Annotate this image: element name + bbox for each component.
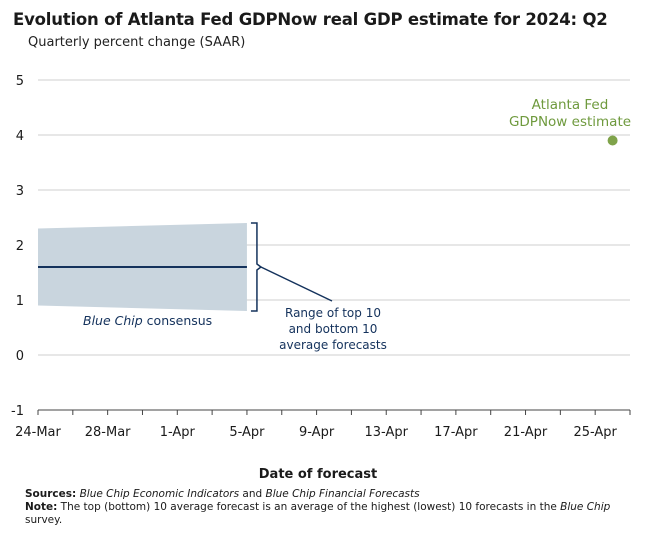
range-label-line3: average forecasts bbox=[279, 338, 387, 352]
y-tick-label-0: 0 bbox=[16, 349, 24, 364]
y-tick-label-1: 1 bbox=[16, 294, 24, 309]
range-pointer-line bbox=[260, 266, 333, 302]
y-tick-label--1: -1 bbox=[11, 404, 24, 419]
y-axis-ticks: -1 0 1 2 3 4 5 bbox=[11, 74, 24, 419]
x-axis-label: Date of forecast bbox=[259, 467, 377, 482]
x-tick-label-28-Mar: 28-Mar bbox=[85, 425, 131, 440]
note-italic: Blue Chip bbox=[560, 501, 611, 513]
x-tick-label-9-Apr: 9-Apr bbox=[299, 425, 335, 440]
y-tick-label-3: 3 bbox=[16, 184, 24, 199]
x-tick-label-24-Mar: 24-Mar bbox=[15, 425, 61, 440]
x-axis: 24-Mar 28-Mar 1-Apr 5-Apr 9-Apr 13-Apr 17-Apr 2… bbox=[15, 409, 631, 440]
range-label-line1: Range of top 10 bbox=[285, 306, 381, 320]
x-tick-label-17-Apr: 17-Apr bbox=[434, 425, 478, 440]
x-tick-label-25-Apr: 25-Apr bbox=[573, 425, 617, 440]
chart-marks bbox=[38, 135, 618, 312]
chart-title: Evolution of Atlanta Fed GDPNow real GDP… bbox=[13, 10, 608, 29]
gdpnow-label-line2: GDPNow estimate bbox=[509, 114, 631, 130]
range-label-line2: and bottom 10 bbox=[289, 322, 378, 336]
note-text: The top (bottom) 10 average forecast is … bbox=[57, 501, 561, 513]
bluechip-label-rest: consensus bbox=[143, 313, 213, 328]
range-bracket bbox=[250, 222, 263, 312]
note-end: survey. bbox=[25, 514, 63, 526]
gdpnow-point bbox=[607, 135, 618, 146]
sources-line: Sources: Blue Chip Economic Indicators a… bbox=[25, 488, 635, 501]
chart-footer: Sources: Blue Chip Economic Indicators a… bbox=[25, 488, 635, 527]
x-tick-label-1-Apr: 1-Apr bbox=[160, 425, 196, 440]
chart-subtitle: Quarterly percent change (SAAR) bbox=[28, 35, 246, 50]
y-tick-label-2: 2 bbox=[16, 239, 24, 254]
sources-name-1: Blue Chip Economic Indicators bbox=[79, 488, 240, 500]
bluechip-label-italic: Blue Chip bbox=[83, 313, 143, 328]
sources-name-2: Blue Chip Financial Forecasts bbox=[265, 488, 420, 500]
bluechip-label: Blue Chip consensus bbox=[83, 313, 212, 328]
y-tick-label-5: 5 bbox=[16, 74, 24, 89]
chart-annotations: Atlanta Fed GDPNow estimate Blue Chip co… bbox=[83, 97, 631, 352]
sources-and: and bbox=[239, 488, 266, 500]
y-tick-label-4: 4 bbox=[16, 129, 24, 144]
note-label: Note: bbox=[25, 501, 58, 513]
x-tick-label-21-Apr: 21-Apr bbox=[504, 425, 548, 440]
note-line: Note: The top (bottom) 10 average foreca… bbox=[25, 501, 635, 527]
gdpnow-label-line1: Atlanta Fed bbox=[532, 97, 609, 113]
x-tick-label-13-Apr: 13-Apr bbox=[365, 425, 409, 440]
x-tick-label-5-Apr: 5-Apr bbox=[229, 425, 265, 440]
sources-label: Sources: bbox=[25, 488, 77, 500]
